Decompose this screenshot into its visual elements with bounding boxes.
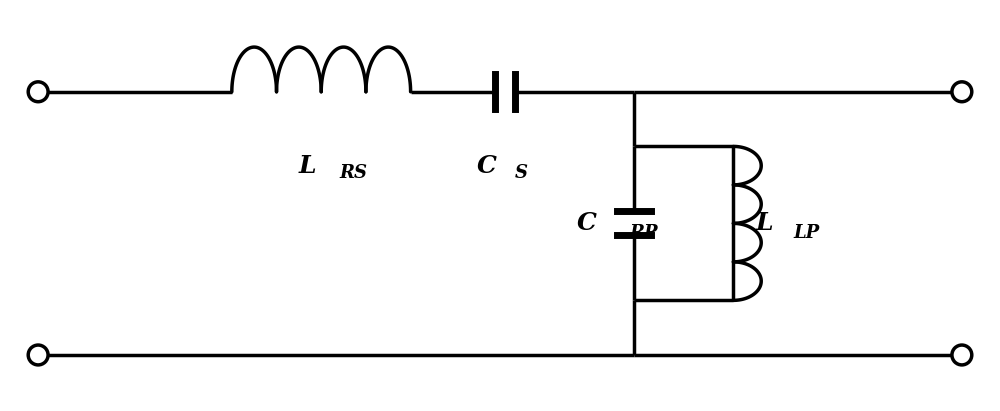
Text: RP: RP	[629, 224, 658, 242]
Text: L: L	[299, 154, 316, 178]
Text: RS: RS	[339, 164, 367, 182]
Text: LP: LP	[793, 224, 819, 242]
Text: S: S	[515, 164, 528, 182]
Text: C: C	[477, 154, 497, 178]
Text: L: L	[756, 211, 773, 236]
Text: C: C	[576, 211, 596, 236]
